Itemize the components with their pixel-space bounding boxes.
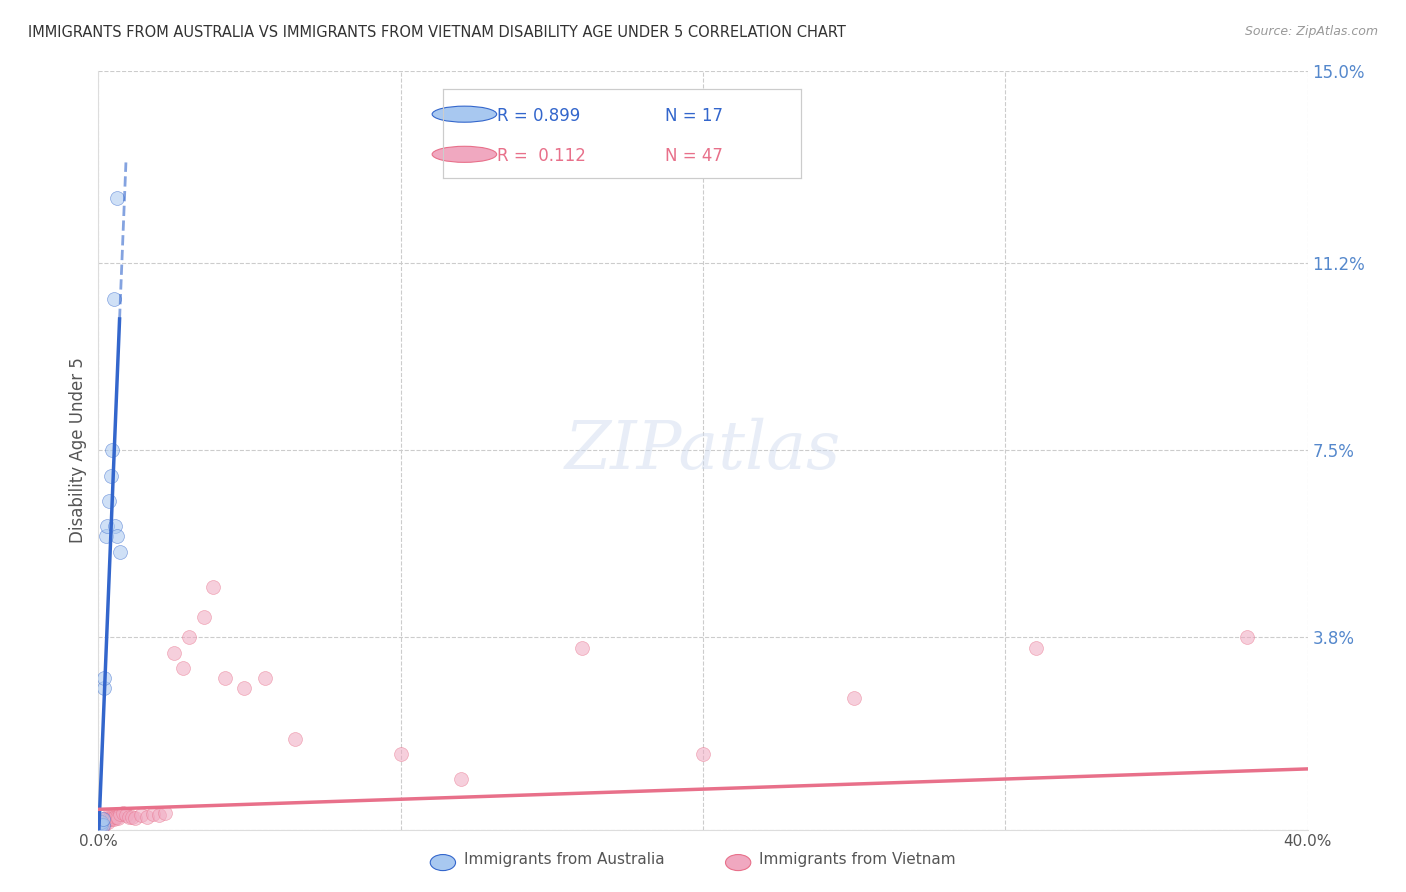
- Point: [91, 813, 114, 827]
- Point: [96, 810, 118, 824]
- Point: [100, 468, 122, 483]
- Y-axis label: Disability Age Under 5: Disability Age Under 5: [69, 358, 87, 543]
- Point: [103, 813, 125, 827]
- Point: [93, 815, 115, 830]
- Point: [1024, 640, 1046, 655]
- Point: [148, 808, 170, 822]
- Point: [135, 810, 157, 824]
- Point: [93, 681, 115, 695]
- Text: N = 47: N = 47: [665, 147, 723, 165]
- Point: [104, 810, 127, 824]
- Point: [105, 810, 128, 824]
- Point: [91, 815, 114, 830]
- Point: [232, 681, 254, 695]
- Point: [105, 191, 128, 205]
- Text: R =  0.112: R = 0.112: [496, 147, 585, 165]
- Point: [90, 817, 112, 831]
- Point: [172, 661, 194, 675]
- Point: [114, 808, 136, 822]
- Point: [96, 519, 118, 533]
- Text: Source: ZipAtlas.com: Source: ZipAtlas.com: [1244, 25, 1378, 38]
- Point: [153, 806, 176, 821]
- Point: [90, 817, 112, 831]
- Point: [121, 810, 143, 824]
- Point: [91, 817, 114, 831]
- Point: [124, 812, 146, 826]
- Point: [96, 813, 118, 827]
- Point: [101, 812, 124, 826]
- Point: [108, 544, 131, 558]
- Point: [94, 529, 117, 543]
- Point: [179, 631, 201, 645]
- Point: [202, 580, 225, 594]
- Point: [129, 808, 152, 822]
- Point: [163, 646, 186, 660]
- Point: [692, 747, 714, 761]
- Point: [571, 640, 593, 655]
- Point: [90, 817, 112, 831]
- Point: [104, 519, 127, 533]
- Point: [89, 817, 111, 831]
- Point: [214, 671, 236, 685]
- Text: Immigrants from Vietnam: Immigrants from Vietnam: [759, 852, 956, 867]
- Circle shape: [432, 146, 496, 162]
- Point: [1236, 631, 1258, 645]
- Point: [107, 812, 129, 826]
- Text: Immigrants from Australia: Immigrants from Australia: [464, 852, 665, 867]
- Point: [98, 813, 121, 827]
- Point: [253, 671, 276, 685]
- Point: [142, 807, 165, 822]
- Point: [93, 817, 115, 831]
- Point: [101, 810, 124, 824]
- Point: [105, 529, 128, 543]
- Point: [193, 610, 215, 624]
- Point: [90, 815, 112, 830]
- Text: N = 17: N = 17: [665, 107, 723, 125]
- Point: [98, 810, 121, 824]
- Point: [91, 817, 114, 831]
- Point: [103, 292, 125, 306]
- Point: [118, 810, 141, 824]
- Text: ZIPatlas: ZIPatlas: [565, 417, 841, 483]
- Point: [101, 443, 124, 458]
- Circle shape: [432, 106, 496, 122]
- Point: [389, 747, 412, 761]
- Point: [93, 671, 115, 685]
- Text: R = 0.899: R = 0.899: [496, 107, 579, 125]
- Point: [94, 813, 117, 827]
- Point: [450, 772, 472, 786]
- Point: [98, 494, 121, 508]
- Point: [844, 691, 866, 706]
- Point: [89, 817, 111, 831]
- Point: [111, 806, 134, 821]
- Point: [284, 731, 307, 746]
- Point: [97, 815, 120, 830]
- Text: IMMIGRANTS FROM AUSTRALIA VS IMMIGRANTS FROM VIETNAM DISABILITY AGE UNDER 5 CORR: IMMIGRANTS FROM AUSTRALIA VS IMMIGRANTS …: [28, 25, 846, 40]
- Point: [108, 807, 131, 822]
- Point: [100, 813, 122, 827]
